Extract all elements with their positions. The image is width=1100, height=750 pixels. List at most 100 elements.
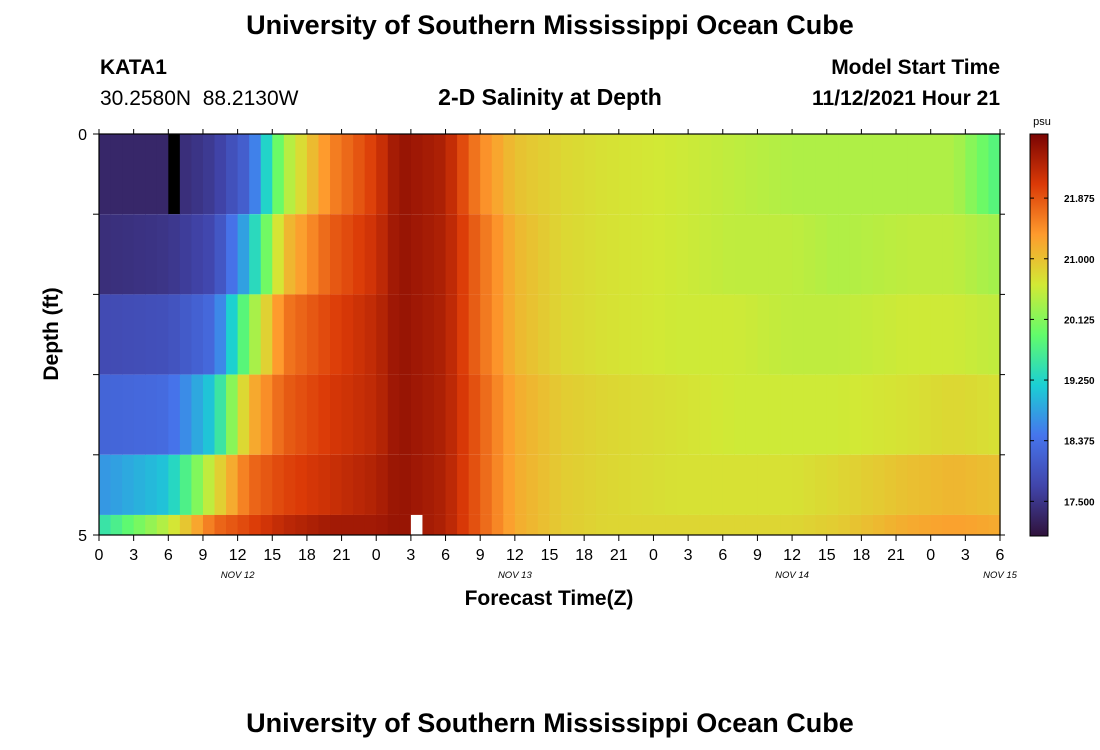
heatmap-cell	[907, 294, 920, 375]
x-tick-label: 3	[406, 547, 415, 564]
heatmap-cell	[699, 374, 712, 455]
heatmap-cell	[803, 134, 816, 215]
heatmap-cell	[988, 214, 1001, 295]
heatmap-cell	[630, 214, 643, 295]
heatmap-cell	[919, 294, 932, 375]
heatmap-cell	[653, 214, 666, 295]
heatmap-cell	[399, 454, 412, 515]
heatmap-cell	[699, 454, 712, 515]
heatmap-cell	[387, 454, 400, 515]
heatmap-cell	[722, 514, 735, 535]
footer-title: University of Southern Mississippi Ocean…	[246, 708, 854, 738]
heatmap-cell	[630, 514, 643, 535]
heatmap-cell	[872, 134, 886, 215]
heatmap-cell	[468, 294, 481, 375]
heatmap-cell	[792, 374, 805, 455]
heatmap-cell	[260, 454, 273, 515]
heatmap-cell	[433, 514, 447, 535]
heatmap-cell	[561, 374, 574, 455]
heatmap-cell	[191, 214, 204, 295]
heatmap-cell	[168, 214, 181, 295]
heatmap-cell	[410, 514, 424, 535]
heatmap-cell	[907, 454, 920, 515]
heatmap-cell	[330, 454, 343, 515]
heatmap-cell	[457, 374, 470, 455]
heatmap-cell	[260, 294, 273, 375]
x-tick-label: 0	[95, 547, 104, 564]
heatmap-cell	[237, 514, 250, 535]
x-tick-label: 9	[753, 547, 762, 564]
heatmap-cell	[641, 134, 655, 215]
heatmap-cell	[249, 514, 262, 535]
heatmap-cell	[168, 374, 181, 455]
heatmap-cell	[665, 514, 678, 535]
heatmap-cells	[99, 134, 1001, 535]
y-axis: 05	[78, 127, 1005, 545]
heatmap-cell	[237, 454, 250, 515]
heatmap-cell	[341, 294, 354, 375]
heatmap-cell	[711, 294, 724, 375]
heatmap-cell	[249, 374, 262, 455]
heatmap-cell	[341, 454, 354, 515]
heatmap-cell	[226, 454, 239, 515]
heatmap-cell	[295, 454, 308, 515]
x-tick-label: 6	[718, 547, 727, 564]
heatmap-cell	[988, 294, 1001, 375]
x-tick-label: 6	[441, 547, 450, 564]
heatmap-cell	[422, 294, 435, 375]
heatmap-cell	[295, 294, 308, 375]
heatmap-cell	[318, 514, 331, 535]
heatmap-cell	[387, 294, 400, 375]
heatmap-cell	[699, 214, 712, 295]
heatmap-cell	[330, 214, 343, 295]
heatmap-cell	[237, 214, 250, 295]
x-tick-label: 6	[164, 547, 173, 564]
heatmap-cell	[849, 294, 862, 375]
heatmap-cell	[815, 374, 828, 455]
heatmap-cell	[526, 514, 539, 535]
heatmap-cell	[399, 374, 412, 455]
heatmap-cell	[803, 514, 816, 535]
heatmap-cell	[942, 514, 955, 535]
heatmap-cell	[641, 214, 655, 295]
heatmap-cell	[919, 214, 932, 295]
heatmap-cell	[179, 514, 193, 535]
heatmap-cell	[122, 374, 135, 455]
heatmap-cell	[376, 134, 389, 215]
heatmap-cell	[607, 514, 620, 535]
x-date-label: NOV 14	[775, 570, 809, 581]
heatmap-cell	[919, 134, 932, 215]
heatmap-cell	[537, 514, 551, 535]
heatmap-cell	[179, 214, 193, 295]
heatmap-cell	[595, 374, 608, 455]
colorbar-tick-label: 19.250	[1064, 376, 1095, 387]
heatmap-cell	[353, 374, 366, 455]
heatmap-cell	[595, 134, 608, 215]
heatmap-cell	[815, 454, 828, 515]
heatmap-cell	[514, 454, 527, 515]
heatmap-cell	[214, 514, 227, 535]
heatmap-cell	[283, 214, 296, 295]
heatmap-cell	[272, 514, 285, 535]
heatmap-cell	[792, 134, 805, 215]
heatmap-cell	[202, 134, 216, 215]
model-start-label: Model Start Time	[831, 56, 1000, 79]
heatmap-cell	[410, 214, 424, 295]
heatmap-cell	[826, 374, 839, 455]
heatmap-cell	[953, 454, 966, 515]
heatmap-cell	[99, 454, 112, 515]
heatmap-cell	[884, 514, 897, 535]
heatmap-cell	[757, 134, 770, 215]
heatmap-cell	[318, 374, 331, 455]
heatmap-cell	[965, 514, 978, 535]
heatmap-cell	[688, 294, 701, 375]
heatmap-cell	[745, 454, 759, 515]
salinity-heatmap-chart: 0 3 6 9 12 15 18 21 0 3 6 9 12 15 18 21 0 3 6 9 12 15 18 21 0 3 6 N…	[40, 116, 1095, 610]
heatmap-cell	[607, 294, 620, 375]
heatmap-cell	[272, 454, 285, 515]
heatmap-cell	[214, 454, 227, 515]
heatmap-cell	[688, 134, 701, 215]
heatmap-cell	[861, 454, 874, 515]
heatmap-cell	[942, 454, 955, 515]
heatmap-cell	[514, 294, 527, 375]
